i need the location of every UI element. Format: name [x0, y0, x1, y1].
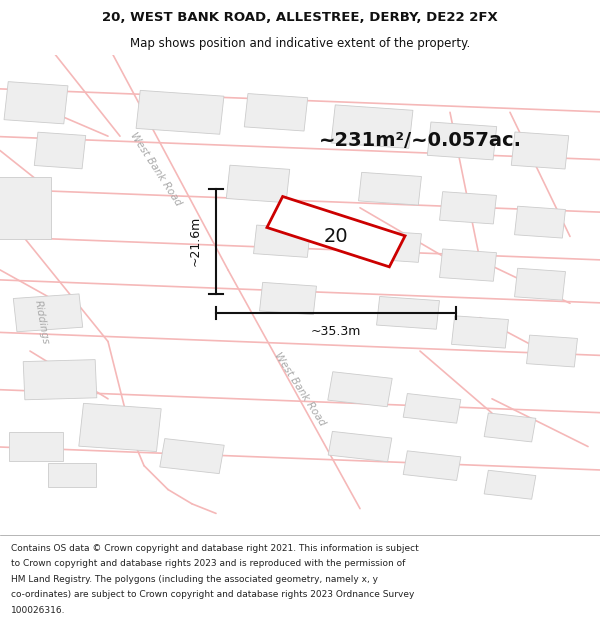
Polygon shape — [23, 359, 97, 400]
Polygon shape — [4, 82, 68, 124]
Text: 20: 20 — [323, 227, 349, 246]
Polygon shape — [226, 165, 290, 202]
Text: Map shows position and indicative extent of the property.: Map shows position and indicative extent… — [130, 38, 470, 51]
Text: West Bank Road: West Bank Road — [272, 351, 328, 428]
Polygon shape — [331, 105, 413, 148]
Polygon shape — [13, 294, 83, 332]
Polygon shape — [359, 173, 421, 205]
Text: West Bank Road: West Bank Road — [128, 131, 184, 208]
Polygon shape — [260, 282, 316, 314]
Polygon shape — [403, 394, 461, 423]
Polygon shape — [377, 296, 439, 329]
Text: co-ordinates) are subject to Crown copyright and database rights 2023 Ordnance S: co-ordinates) are subject to Crown copyr… — [11, 590, 414, 599]
Polygon shape — [136, 91, 224, 134]
Polygon shape — [484, 470, 536, 499]
Polygon shape — [160, 439, 224, 474]
Text: 20, WEST BANK ROAD, ALLESTREE, DERBY, DE22 2FX: 20, WEST BANK ROAD, ALLESTREE, DERBY, DE… — [102, 11, 498, 24]
Polygon shape — [328, 431, 392, 462]
Text: ~21.6m: ~21.6m — [188, 216, 202, 266]
Polygon shape — [511, 132, 569, 169]
Polygon shape — [0, 177, 51, 239]
Polygon shape — [427, 122, 497, 160]
Polygon shape — [34, 132, 86, 169]
Polygon shape — [440, 192, 496, 224]
Text: to Crown copyright and database rights 2023 and is reproduced with the permissio: to Crown copyright and database rights 2… — [11, 559, 405, 568]
Polygon shape — [515, 206, 565, 238]
Text: 100026316.: 100026316. — [11, 606, 65, 615]
Polygon shape — [359, 229, 421, 262]
Polygon shape — [484, 413, 536, 442]
Polygon shape — [79, 403, 161, 451]
Polygon shape — [254, 225, 310, 258]
Polygon shape — [515, 268, 565, 300]
Polygon shape — [48, 463, 96, 487]
Text: Contains OS data © Crown copyright and database right 2021. This information is : Contains OS data © Crown copyright and d… — [11, 544, 419, 552]
Polygon shape — [452, 316, 508, 348]
Polygon shape — [244, 94, 308, 131]
Polygon shape — [267, 196, 405, 267]
Polygon shape — [328, 372, 392, 407]
Text: ~35.3m: ~35.3m — [311, 326, 361, 339]
Polygon shape — [403, 451, 461, 481]
Polygon shape — [440, 249, 496, 281]
Text: ~231m²/~0.057ac.: ~231m²/~0.057ac. — [319, 131, 521, 151]
Text: Riddings: Riddings — [33, 299, 51, 346]
Text: HM Land Registry. The polygons (including the associated geometry, namely x, y: HM Land Registry. The polygons (includin… — [11, 574, 378, 584]
Polygon shape — [9, 432, 63, 461]
Polygon shape — [527, 335, 577, 367]
